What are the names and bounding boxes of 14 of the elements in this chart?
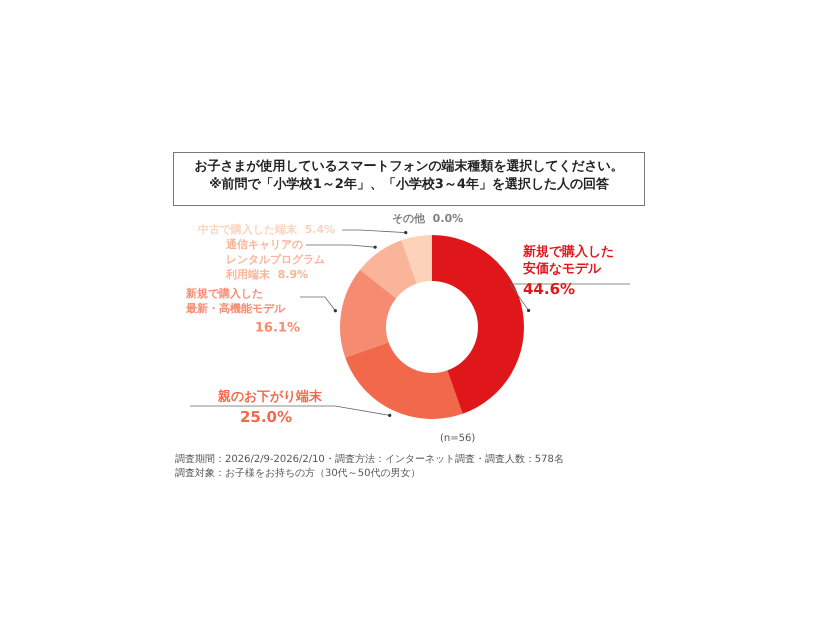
slice-label: 中古で購入した端末 5.4% bbox=[198, 222, 336, 236]
data-label: 44.6% bbox=[523, 280, 576, 298]
data-label: 16.1% bbox=[254, 320, 300, 336]
slice-label: 新規で購入した安価なモデル bbox=[522, 243, 614, 276]
slice-label: 通信キャリアのレンタルプログラム利用端末 8.9% bbox=[225, 238, 325, 281]
category-label: その他 0.0% bbox=[392, 212, 464, 225]
chart-title: お子さまが使用しているスマートフォンの端末種類を選択してください。 bbox=[194, 158, 624, 176]
text: (n=56) bbox=[440, 433, 476, 444]
chart-subtitle: ※前問で「小学校1～2年」、「小学校3～4年」を選択した人の回答 bbox=[208, 176, 610, 194]
slice-label: 新規で購入した最新・高機能モデル bbox=[185, 286, 286, 315]
data-label: 25.0% bbox=[240, 408, 292, 426]
slice-label: 親のお下がり端末 bbox=[217, 388, 323, 404]
text: 調査期間：2026/2/9-2026/2/10・調査方法：インターネット調査・調査人数：578名 bbox=[175, 452, 564, 466]
text: 調査対象：お子様をお持ちの方（30代～50代の男女） bbox=[175, 466, 420, 480]
